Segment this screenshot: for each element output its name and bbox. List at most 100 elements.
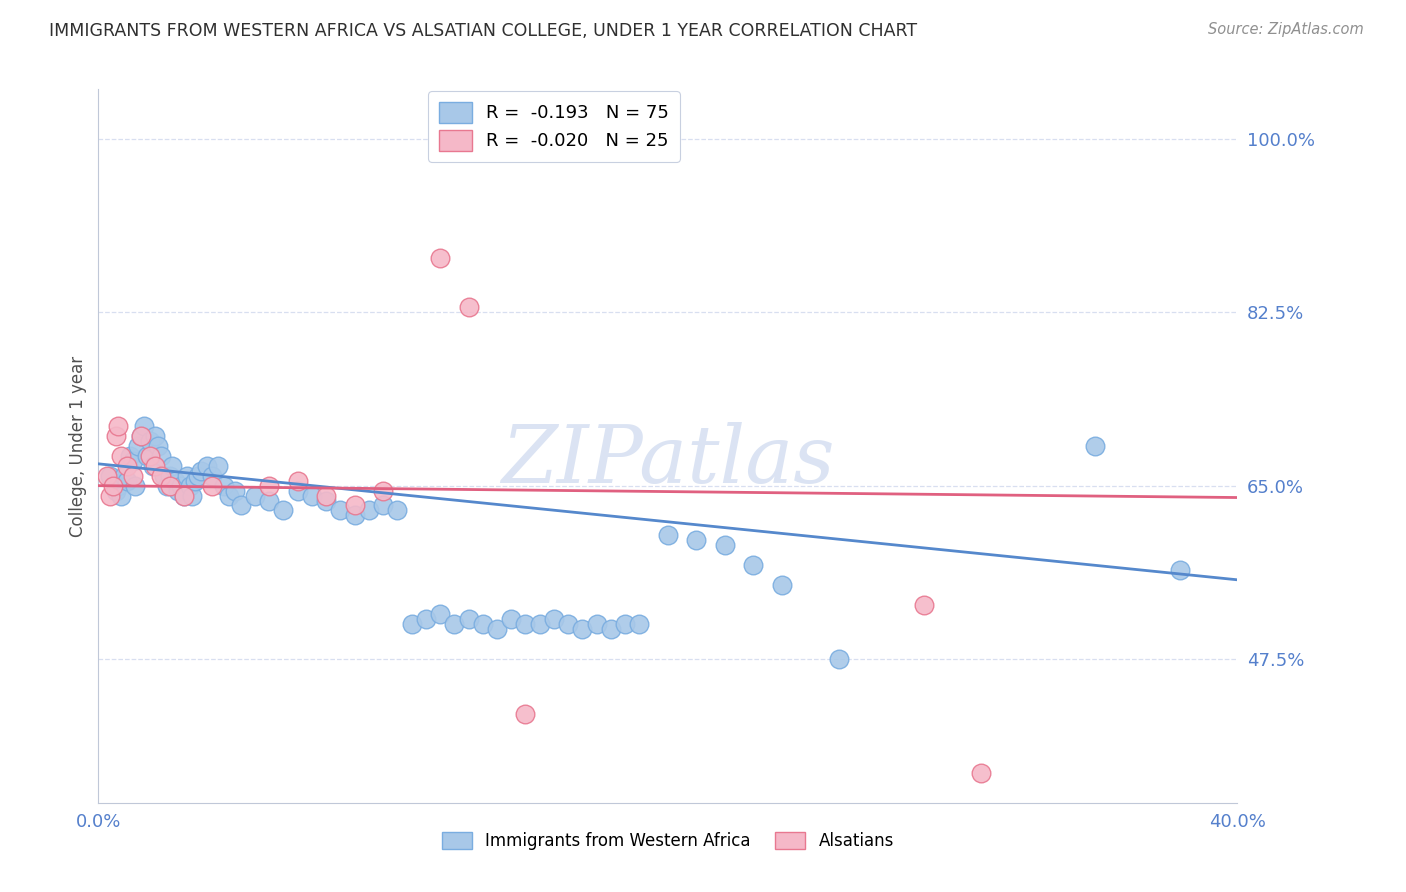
Point: [571, 623, 593, 637]
Point: [170, 478, 193, 492]
Point: [184, 474, 207, 488]
Point: [115, 458, 138, 473]
Point: [207, 458, 229, 473]
Point: [543, 612, 565, 626]
Point: [98, 468, 121, 483]
Point: [415, 612, 437, 626]
Y-axis label: College, Under 1 year: College, Under 1 year: [69, 355, 87, 537]
Point: [714, 538, 737, 552]
Point: [315, 489, 337, 503]
Point: [1084, 439, 1107, 453]
Point: [121, 454, 143, 468]
Point: [104, 429, 127, 443]
Point: [243, 489, 266, 503]
Point: [145, 458, 167, 473]
Point: [127, 439, 149, 453]
Point: [457, 612, 479, 626]
Point: [287, 474, 309, 488]
Point: [585, 617, 607, 632]
Point: [115, 474, 138, 488]
Point: [515, 706, 537, 721]
Point: [187, 468, 209, 483]
Point: [190, 464, 212, 478]
Point: [301, 489, 323, 503]
Point: [373, 499, 395, 513]
Point: [457, 300, 479, 314]
Point: [104, 483, 127, 498]
Point: [201, 468, 224, 483]
Point: [129, 429, 152, 443]
Point: [529, 617, 551, 632]
Point: [145, 429, 167, 443]
Point: [156, 478, 179, 492]
Point: [828, 652, 851, 666]
Point: [107, 478, 129, 492]
Point: [557, 617, 579, 632]
Point: [218, 489, 240, 503]
Point: [173, 489, 195, 503]
Point: [471, 617, 494, 632]
Point: [287, 483, 309, 498]
Point: [195, 458, 218, 473]
Point: [176, 468, 198, 483]
Point: [159, 478, 181, 492]
Point: [742, 558, 765, 572]
Point: [343, 508, 366, 523]
Point: [486, 623, 509, 637]
Point: [770, 578, 793, 592]
Legend: Immigrants from Western Africa, Alsatians: Immigrants from Western Africa, Alsatian…: [433, 824, 903, 859]
Point: [121, 468, 143, 483]
Point: [112, 468, 135, 483]
Point: [98, 489, 121, 503]
Point: [148, 439, 170, 453]
Point: [165, 474, 187, 488]
Text: ZIPatlas: ZIPatlas: [501, 422, 835, 499]
Point: [329, 503, 352, 517]
Point: [343, 499, 366, 513]
Point: [110, 489, 132, 503]
Point: [159, 468, 181, 483]
Point: [315, 493, 337, 508]
Point: [259, 478, 281, 492]
Point: [101, 478, 124, 492]
Point: [132, 419, 155, 434]
Point: [429, 251, 451, 265]
Point: [107, 419, 129, 434]
Point: [387, 503, 409, 517]
Point: [373, 483, 395, 498]
Point: [229, 499, 252, 513]
Point: [614, 617, 637, 632]
Point: [1170, 563, 1192, 577]
Point: [129, 429, 152, 443]
Point: [515, 617, 537, 632]
Point: [118, 449, 141, 463]
Point: [201, 478, 224, 492]
Point: [657, 528, 679, 542]
Point: [162, 458, 184, 473]
Point: [401, 617, 423, 632]
Point: [181, 489, 204, 503]
Point: [138, 434, 160, 448]
Point: [153, 468, 176, 483]
Point: [212, 478, 235, 492]
Point: [628, 617, 651, 632]
Point: [124, 478, 146, 492]
Point: [167, 483, 190, 498]
Point: [970, 766, 993, 780]
Point: [224, 483, 246, 498]
Point: [150, 449, 173, 463]
Point: [912, 598, 935, 612]
Point: [135, 449, 157, 463]
Point: [96, 468, 118, 483]
Point: [179, 478, 201, 492]
Point: [141, 458, 163, 473]
Point: [443, 617, 465, 632]
Point: [501, 612, 523, 626]
Point: [110, 449, 132, 463]
Point: [150, 468, 173, 483]
Point: [685, 533, 707, 548]
Point: [357, 503, 380, 517]
Point: [429, 607, 451, 622]
Text: Source: ZipAtlas.com: Source: ZipAtlas.com: [1208, 22, 1364, 37]
Text: IMMIGRANTS FROM WESTERN AFRICA VS ALSATIAN COLLEGE, UNDER 1 YEAR CORRELATION CHA: IMMIGRANTS FROM WESTERN AFRICA VS ALSATI…: [49, 22, 917, 40]
